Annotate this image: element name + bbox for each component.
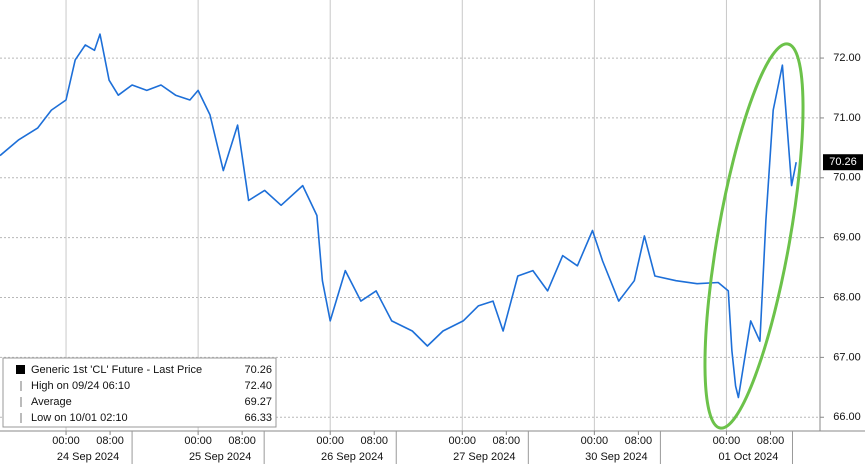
highlight-ellipse xyxy=(703,42,805,430)
legend-stat-value: 72.40 xyxy=(244,380,272,392)
x-tick-label: 08:00 xyxy=(360,435,388,447)
y-tick-label: 67.00 xyxy=(833,351,861,363)
y-tick-label: 68.00 xyxy=(833,291,861,303)
y-tick-label: 69.00 xyxy=(833,232,861,244)
x-tick-label: 08:00 xyxy=(96,435,124,447)
x-tick-label: 08:00 xyxy=(625,435,653,447)
x-date-label: 26 Sep 2024 xyxy=(321,451,383,463)
y-tick-label: 71.00 xyxy=(833,112,861,124)
x-date-label: 24 Sep 2024 xyxy=(57,451,119,463)
x-tick-label: 08:00 xyxy=(228,435,256,447)
x-tick-label: 00:00 xyxy=(713,435,741,447)
y-tick-label: 70.00 xyxy=(833,172,861,184)
x-date-label: 30 Sep 2024 xyxy=(585,451,647,463)
plot xyxy=(0,33,797,399)
legend-swatch xyxy=(16,365,25,374)
legend-stat-value: 66.33 xyxy=(244,412,272,424)
x-tick-label: 00:00 xyxy=(184,435,212,447)
price-line xyxy=(0,33,797,399)
x-date-label: 01 Oct 2024 xyxy=(718,451,778,463)
y-tick-label: 72.00 xyxy=(833,52,861,64)
y-tick-label: 66.00 xyxy=(833,411,861,423)
legend-value: 70.26 xyxy=(244,364,272,376)
x-date-label: 27 Sep 2024 xyxy=(453,451,515,463)
grid xyxy=(0,0,820,431)
x-date-label: 25 Sep 2024 xyxy=(189,451,251,463)
legend-stat-value: 69.27 xyxy=(244,396,272,408)
legend-stat-label: Low on 10/01 02:10 xyxy=(31,412,128,424)
legend: Generic 1st 'CL' Future - Last Price 70.2… xyxy=(2,357,277,428)
last-price-label: 70.26 xyxy=(829,156,857,168)
x-tick-label: 00:00 xyxy=(52,435,80,447)
x-tick-label: 08:00 xyxy=(757,435,785,447)
x-tick-label: 00:00 xyxy=(316,435,344,447)
legend-label: Generic 1st 'CL' Future - Last Price xyxy=(31,364,202,376)
x-tick-label: 08:00 xyxy=(493,435,521,447)
legend-box xyxy=(2,357,277,428)
last-price-tag xyxy=(823,154,863,171)
axes: 66.00 67.00 68.00 69.00 70.00 71.00 72.00 00:00… xyxy=(52,52,863,464)
legend-stat-label: Average xyxy=(31,396,72,408)
x-tick-label: 00:00 xyxy=(581,435,609,447)
legend-stat-label: High on 09/24 06:10 xyxy=(31,380,130,392)
x-tick-label: 00:00 xyxy=(449,435,477,447)
